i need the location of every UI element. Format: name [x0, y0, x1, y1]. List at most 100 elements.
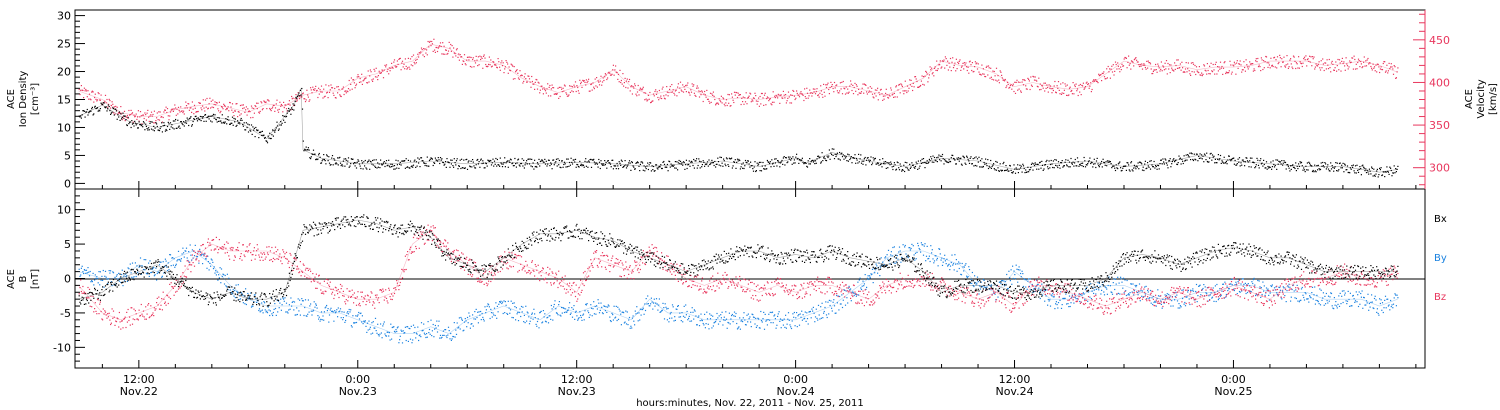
point-density — [1279, 161, 1281, 163]
point-velocity — [985, 76, 987, 78]
point-density — [1292, 166, 1295, 168]
point-density — [275, 127, 277, 129]
point-velocity — [278, 108, 280, 110]
point-velocity — [1111, 65, 1113, 67]
point-density — [1232, 157, 1234, 159]
point-density — [1156, 168, 1158, 170]
point-velocity — [521, 74, 523, 77]
point-velocity — [728, 94, 730, 96]
point-by — [207, 261, 209, 263]
point-by — [484, 306, 486, 308]
point-velocity — [478, 64, 480, 66]
point-velocity — [1028, 80, 1030, 82]
point-density — [824, 158, 826, 160]
point-density — [415, 166, 417, 168]
point-density — [1335, 162, 1337, 164]
point-velocity — [1206, 73, 1208, 75]
point-density — [474, 167, 477, 169]
point-velocity — [148, 116, 150, 118]
point-density — [96, 107, 98, 109]
point-velocity — [318, 93, 320, 95]
point-by — [737, 327, 739, 329]
point-velocity — [502, 62, 504, 64]
point-velocity — [311, 92, 313, 94]
point-by — [171, 257, 173, 259]
point-density — [381, 164, 383, 166]
point-velocity — [617, 78, 619, 80]
point-by — [492, 312, 494, 314]
point-density — [459, 159, 461, 161]
point-by — [535, 323, 537, 325]
point-density — [925, 162, 927, 164]
point-by — [569, 313, 571, 315]
point-velocity — [897, 89, 899, 91]
point-velocity — [655, 93, 658, 95]
point-velocity — [1377, 63, 1379, 65]
point-velocity — [301, 96, 303, 98]
point-density — [377, 162, 379, 164]
point-density — [906, 162, 908, 164]
point-density — [1077, 161, 1079, 163]
point-velocity — [235, 103, 237, 105]
point-density — [1007, 170, 1009, 172]
point-velocity — [1274, 66, 1276, 68]
point-velocity — [1052, 89, 1054, 92]
point-by — [419, 334, 421, 336]
point-density — [457, 168, 459, 170]
point-velocity — [968, 61, 971, 63]
point-by — [350, 325, 352, 327]
point-density — [430, 157, 432, 159]
point-density — [280, 124, 282, 126]
point-density — [307, 149, 309, 151]
point-by — [725, 311, 727, 313]
point-density — [1150, 160, 1152, 162]
point-density — [1330, 168, 1333, 170]
top-left-tick-label-1: 5 — [64, 149, 71, 162]
point-density — [617, 165, 619, 167]
point-density — [743, 167, 745, 170]
point-velocity — [860, 92, 862, 94]
point-density — [599, 167, 601, 170]
point-by — [866, 277, 868, 279]
point-velocity — [694, 94, 696, 96]
point-density — [839, 159, 841, 161]
point-density — [400, 164, 402, 166]
point-velocity — [862, 83, 864, 85]
point-by — [111, 285, 113, 287]
point-density — [431, 158, 433, 160]
point-density — [844, 155, 846, 157]
point-velocity — [490, 59, 492, 61]
point-density — [253, 129, 255, 131]
point-density — [1394, 172, 1396, 174]
point-density — [159, 127, 161, 130]
point-density — [1257, 164, 1260, 166]
point-velocity — [188, 109, 190, 111]
point-density — [1243, 161, 1245, 163]
point-velocity — [626, 78, 628, 80]
point-density — [581, 165, 583, 167]
point-density — [973, 165, 975, 167]
point-density — [484, 167, 486, 169]
point-density — [535, 165, 537, 168]
point-velocity — [866, 93, 868, 95]
point-density — [850, 156, 852, 158]
x-tick-time-3: 0:00 — [783, 373, 808, 386]
point-density — [1186, 159, 1188, 161]
point-density — [1051, 163, 1053, 165]
point-velocity — [1189, 73, 1191, 75]
point-by — [880, 257, 882, 259]
point-velocity — [596, 86, 598, 88]
point-velocity — [525, 78, 527, 80]
point-velocity — [782, 97, 784, 99]
point-velocity — [269, 107, 271, 110]
point-density — [790, 159, 792, 161]
point-velocity — [254, 105, 256, 107]
point-density — [995, 169, 998, 171]
point-density — [171, 124, 173, 126]
point-velocity — [1014, 81, 1016, 83]
point-velocity — [1116, 68, 1118, 70]
point-density — [1074, 158, 1076, 161]
point-by — [523, 321, 525, 323]
point-by — [347, 313, 350, 315]
point-by — [704, 327, 706, 329]
